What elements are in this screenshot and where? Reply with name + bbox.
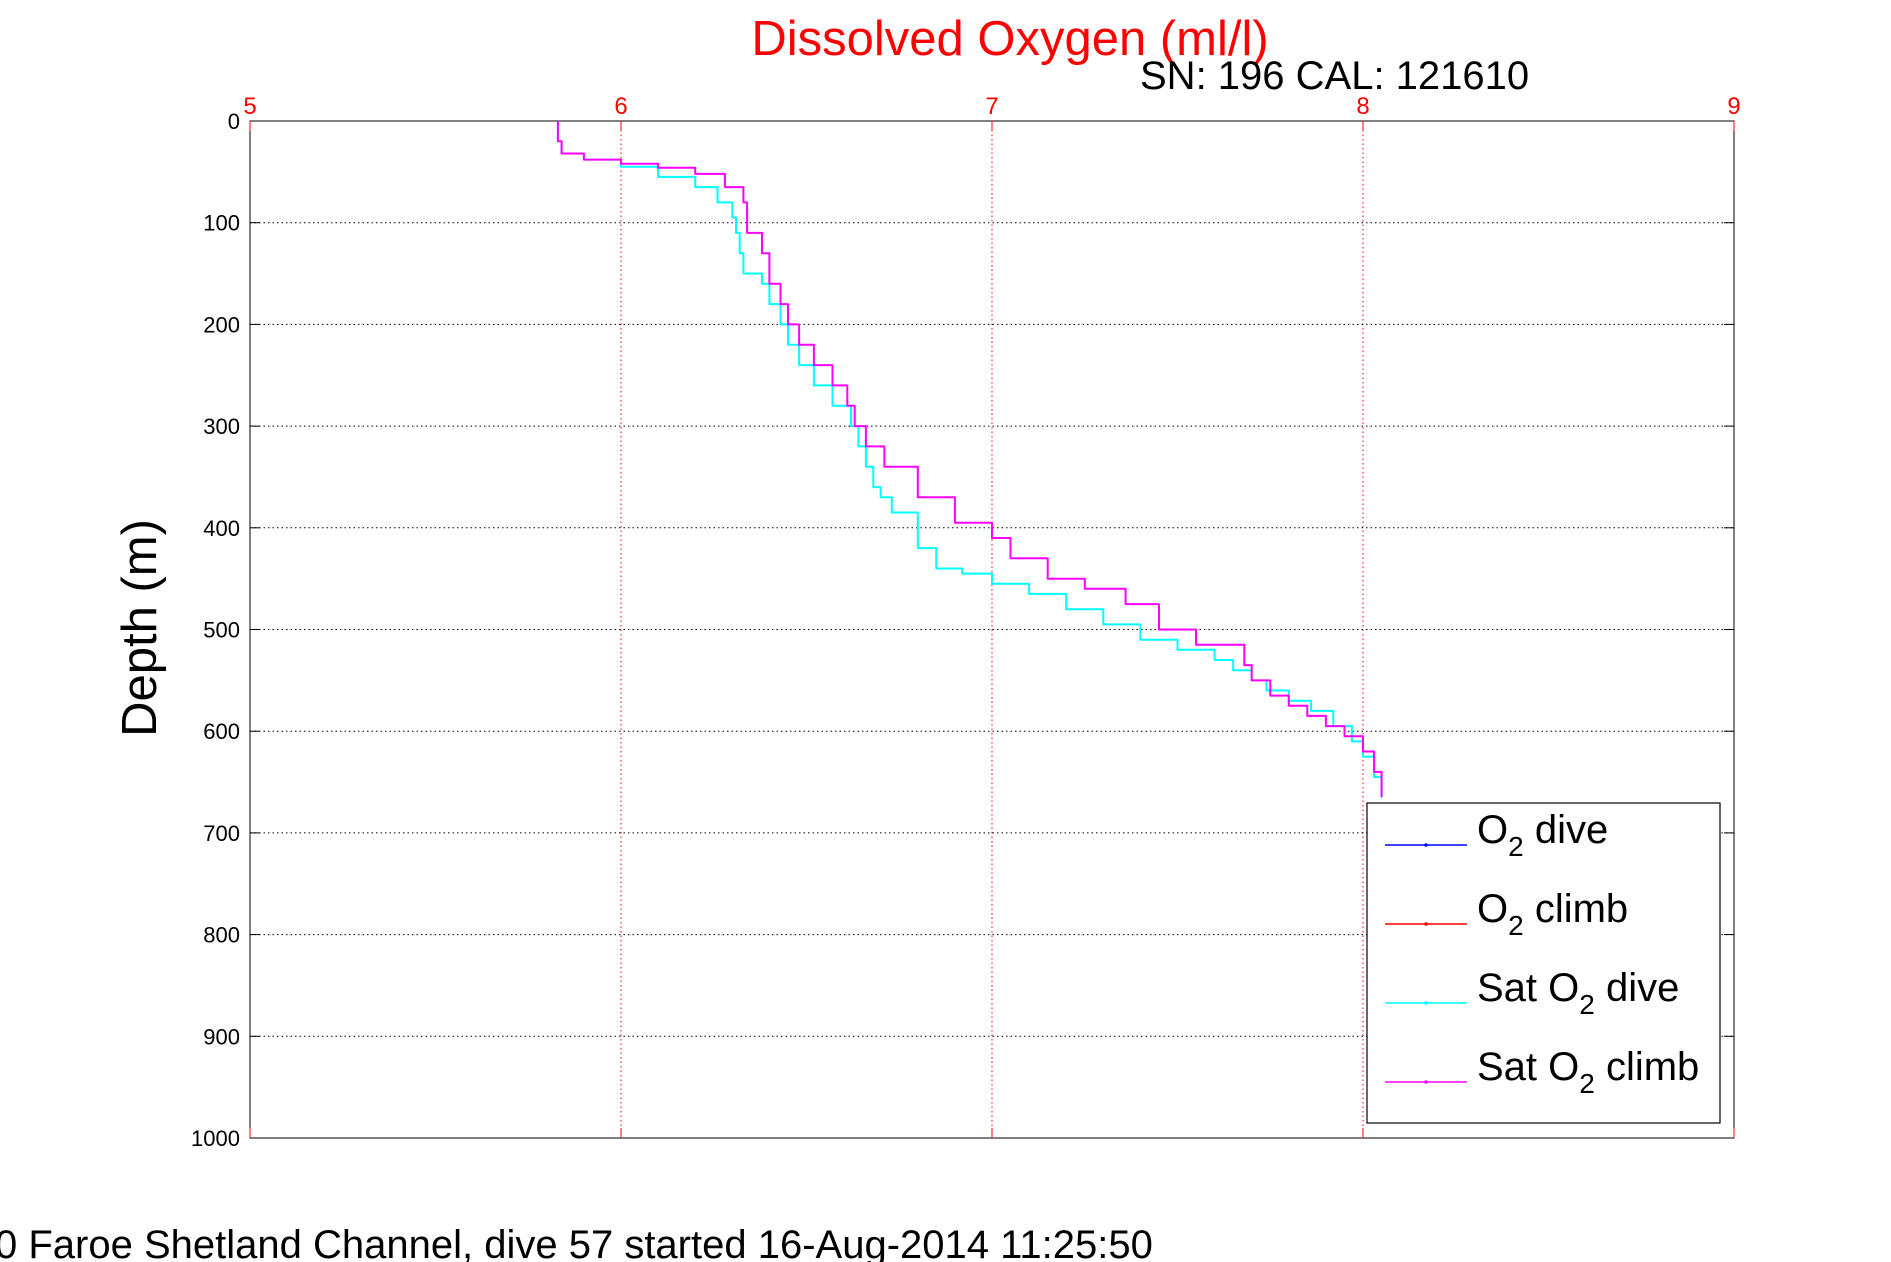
- legend-label: Sat O2 climb: [1477, 1045, 1699, 1099]
- footer-caption: 0 Faroe Shetland Channel, dive 57 starte…: [0, 1223, 1153, 1262]
- series-line-sat-o2-climb: [556, 121, 1383, 798]
- y-tick-label: 800: [203, 923, 240, 948]
- y-tick-label: 200: [203, 312, 240, 337]
- legend-marker: [1424, 1001, 1428, 1005]
- x-tick-label: 7: [985, 93, 998, 120]
- legend-marker: [1424, 922, 1428, 926]
- y-axis-label: Depth (m): [113, 519, 167, 737]
- chart-subtitle: SN: 196 CAL: 121610: [1140, 54, 1529, 98]
- y-tick-label: 1000: [191, 1126, 240, 1151]
- y-tick-label: 700: [203, 821, 240, 846]
- y-axis-ticks: 0 100 200 300 400 500 600 700 800 900 1000: [191, 109, 1734, 1151]
- y-tick-label: 0: [228, 109, 240, 134]
- legend-marker: [1424, 1080, 1428, 1084]
- y-tick-label: 300: [203, 414, 240, 439]
- x-axis-ticks: 5 6 7 8 9: [243, 93, 1741, 1138]
- x-tick-label: 5: [243, 93, 256, 120]
- legend-box: [1366, 802, 1721, 1124]
- y-tick-label: 400: [203, 516, 240, 541]
- x-tick-label: 9: [1727, 93, 1740, 120]
- x-tick-label: 8: [1356, 93, 1369, 120]
- data-series: [556, 121, 1383, 798]
- chart-title: Dissolved Oxygen (ml/l): [751, 12, 1268, 66]
- legend-label: O2 dive: [1477, 808, 1608, 862]
- y-tick-label: 100: [203, 211, 240, 236]
- x-tick-label: 6: [614, 93, 627, 120]
- y-tick-label: 900: [203, 1024, 240, 1049]
- legend-label: Sat O2 dive: [1477, 966, 1679, 1020]
- legend-marker: [1424, 843, 1428, 847]
- y-tick-label: 500: [203, 618, 240, 643]
- series-line-sat-o2-dive: [556, 121, 1383, 798]
- legend: O2 dive O2 climb Sat O2 dive Sat O2 climb: [1366, 802, 1721, 1124]
- y-tick-label: 600: [203, 719, 240, 744]
- legend-label: O2 climb: [1477, 887, 1628, 941]
